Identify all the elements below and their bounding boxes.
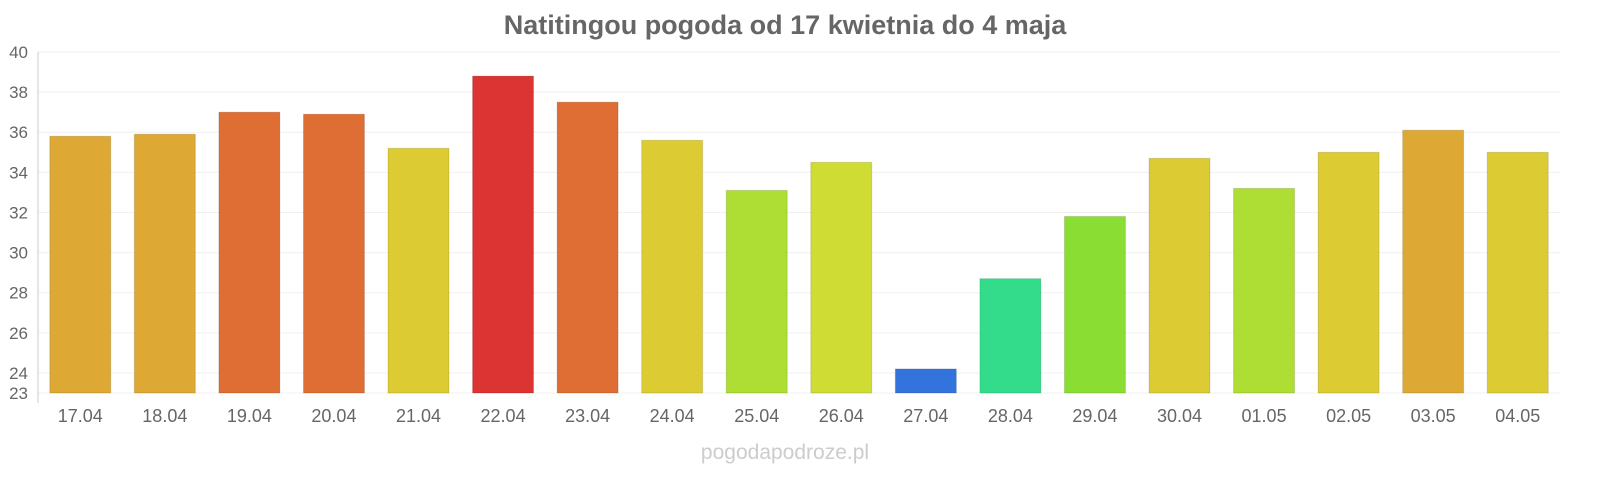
bar (1233, 187, 1296, 394)
x-tick-label: 18.04 (142, 406, 187, 426)
y-tick-label: 24 (9, 364, 28, 383)
y-tick-label: 32 (9, 203, 28, 222)
bar (1486, 151, 1549, 394)
x-tick-label: 30.04 (1157, 406, 1202, 426)
chart-title: Natitingou pogoda od 17 kwietnia do 4 ma… (503, 10, 1067, 40)
y-tick-label: 36 (9, 123, 28, 142)
bar (1063, 215, 1126, 394)
x-tick-label: 19.04 (227, 406, 272, 426)
x-tick-label: 28.04 (988, 406, 1033, 426)
y-tick-label: 26 (9, 324, 28, 343)
bar (1402, 129, 1465, 394)
x-tick-label: 17.04 (58, 406, 103, 426)
bar (979, 278, 1042, 394)
bar (894, 368, 957, 394)
x-tick-label: 29.04 (1072, 406, 1117, 426)
x-tick-label: 04.05 (1495, 406, 1540, 426)
x-tick-label: 23.04 (565, 406, 610, 426)
bar (472, 75, 535, 394)
bar (133, 133, 196, 394)
footer-watermark: pogodapodroze.pl (700, 441, 870, 464)
bar (810, 161, 873, 394)
x-tick-label: 03.05 (1411, 406, 1456, 426)
y-tick-label: 28 (9, 284, 28, 303)
bar (302, 113, 365, 394)
x-tick-label: 21.04 (396, 406, 441, 426)
bar (1317, 151, 1380, 394)
x-tick-label: 24.04 (650, 406, 695, 426)
bar (218, 111, 281, 394)
x-tick-label: 25.04 (734, 406, 779, 426)
bar (49, 135, 112, 394)
y-tick-label: 38 (9, 83, 28, 102)
bar (1148, 157, 1211, 394)
x-tick-label: 26.04 (819, 406, 864, 426)
x-tick-label: 20.04 (311, 406, 356, 426)
bar (556, 101, 619, 394)
x-tick-label: 01.05 (1242, 406, 1287, 426)
x-tick-label: 22.04 (481, 406, 526, 426)
x-tick-label: 02.05 (1326, 406, 1371, 426)
y-tick-label: 40 (9, 43, 28, 62)
y-tick-label: 23 (9, 384, 28, 403)
x-tick-label: 27.04 (903, 406, 948, 426)
bar (387, 147, 450, 394)
bar (641, 139, 704, 394)
y-tick-label: 30 (9, 244, 28, 263)
y-tick-label: 34 (9, 163, 28, 182)
bar (725, 189, 788, 394)
